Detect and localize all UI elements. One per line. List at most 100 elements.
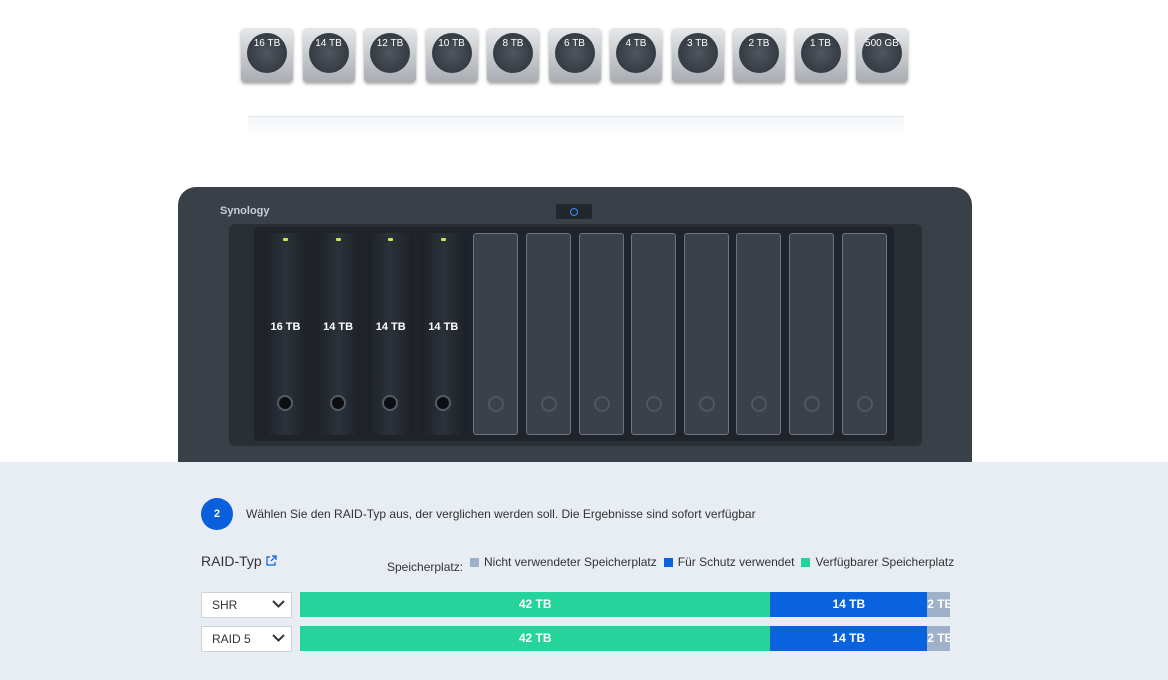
- disc: [308, 33, 349, 73]
- drive-label: 4 TB: [625, 38, 647, 49]
- segment-label: 14 TB: [832, 597, 866, 611]
- drive-label: 8 TB: [502, 38, 524, 49]
- drive-bay: [473, 233, 519, 435]
- power-button[interactable]: [556, 204, 592, 219]
- drive-label: 10 TB: [438, 38, 465, 49]
- legend-swatch: [470, 557, 479, 567]
- legend-swatch: [801, 557, 811, 567]
- drive-bay: [578, 233, 624, 435]
- bay-knob: [698, 396, 715, 412]
- segment-label: 2 TB: [927, 631, 950, 645]
- led: [388, 238, 394, 241]
- drive-label: 12 TB: [376, 38, 404, 49]
- bay-knob: [382, 395, 399, 411]
- legend-item: Für Schutz verwendet: [663, 555, 795, 569]
- capacity-bar: 42 TB 14 TB 2 TB: [300, 592, 950, 617]
- disc: [862, 33, 902, 73]
- legend-item: Verfügbarer Speicherplatz: [801, 555, 954, 569]
- bay-knob: [804, 396, 820, 412]
- segment-label: 42 TB: [518, 597, 552, 611]
- led: [335, 238, 341, 241]
- raid-select[interactable]: SHR: [201, 592, 292, 618]
- bay-area: [254, 227, 894, 441]
- led: [440, 238, 446, 241]
- drive-bay: [683, 233, 729, 435]
- bar-segment: 42 TB: [300, 592, 771, 617]
- legend-title: Speicherplatz:: [387, 560, 464, 574]
- drive-bay: [526, 233, 571, 435]
- bay-label: 14 TB: [428, 321, 459, 333]
- bay-knob: [593, 396, 610, 412]
- bay-knob: [434, 395, 451, 411]
- disc: [554, 33, 595, 73]
- raid-select[interactable]: RAID 5: [201, 626, 292, 652]
- legend-label: Für Schutz verwendet: [677, 555, 795, 569]
- drive-icon[interactable]: 14 TB: [302, 28, 355, 82]
- bay-knob: [541, 396, 557, 412]
- drive-bay: [736, 233, 782, 435]
- segment-label: 14 TB: [832, 631, 866, 645]
- bay-label: 14 TB: [375, 321, 406, 333]
- bar-segment: 14 TB: [770, 626, 928, 651]
- bar-segment: 14 TB: [770, 592, 928, 617]
- drive-label: 14 TB: [315, 38, 342, 49]
- drive-label: 16 TB: [253, 38, 281, 49]
- drive-bay: [631, 233, 677, 435]
- drive-icon[interactable]: 6 TB: [548, 28, 601, 82]
- disc: [616, 33, 656, 73]
- capacity-bar: 42 TB 14 TB 2 TB: [300, 626, 950, 651]
- bar-segment: 42 TB: [300, 626, 771, 651]
- drive-label: 500 GB: [865, 38, 899, 49]
- drive-bay: 14 TB: [420, 233, 466, 435]
- bar-segment: 2 TB: [927, 626, 950, 651]
- external-link[interactable]: [265, 555, 277, 566]
- drive-label: 6 TB: [564, 38, 585, 49]
- drive-bay: 14 TB: [368, 233, 414, 435]
- bay-label: 14 TB: [323, 321, 354, 333]
- legend: Nicht verwendeter Speicherplatz Für Schut…: [470, 555, 954, 569]
- shadow: [248, 117, 904, 137]
- bay-label: 16 TB: [270, 321, 301, 333]
- chevron: [272, 600, 285, 608]
- bar-segment: 2 TB: [927, 592, 950, 617]
- raid-label-text: RAID-Typ: [201, 553, 262, 569]
- legend-swatch: [663, 557, 673, 567]
- bay-knob: [646, 396, 663, 412]
- drive-icon[interactable]: 8 TB: [487, 28, 539, 82]
- raid-select-value: RAID 5: [212, 632, 251, 646]
- drive-icon[interactable]: 10 TB: [425, 28, 478, 82]
- bay-knob: [751, 396, 768, 412]
- drive-bay: 14 TB: [315, 233, 361, 435]
- drive-icon[interactable]: 3 TB: [671, 28, 724, 82]
- drive-label: 3 TB: [687, 38, 708, 49]
- bay-knob: [277, 395, 293, 411]
- disc: [739, 33, 779, 73]
- drive-label: 1 TB: [810, 38, 831, 49]
- legend-item: Nicht verwendeter Speicherplatz: [470, 555, 657, 569]
- step-number: 2: [201, 498, 233, 530]
- brand: Synology: [220, 205, 270, 217]
- legend-label: Verfügbarer Speicherplatz: [815, 555, 955, 569]
- drive-icon[interactable]: 500 GB: [856, 28, 908, 82]
- drive-icon[interactable]: 12 TB: [364, 28, 416, 82]
- drive-icon[interactable]: 2 TB: [733, 28, 785, 82]
- disc: [370, 33, 410, 73]
- bay-knob: [488, 396, 505, 412]
- drive-bay: 16 TB: [263, 233, 308, 435]
- disc: [800, 33, 841, 73]
- bay-knob: [329, 395, 346, 411]
- drive-icon[interactable]: 4 TB: [610, 28, 662, 82]
- disc: [431, 33, 472, 73]
- disc: [493, 33, 533, 73]
- segment-label: 2 TB: [927, 597, 950, 611]
- drive-icon[interactable]: 16 TB: [241, 28, 293, 82]
- disc: [247, 33, 287, 73]
- disc: [677, 33, 718, 73]
- drive-bay: [841, 233, 887, 435]
- drive-bay: [789, 233, 834, 435]
- drive-label: 2 TB: [748, 38, 770, 49]
- segment-label: 42 TB: [518, 631, 552, 645]
- step-text: Wählen Sie den RAID-Typ aus, der verglic…: [246, 507, 756, 521]
- drive-icon[interactable]: 1 TB: [794, 28, 847, 82]
